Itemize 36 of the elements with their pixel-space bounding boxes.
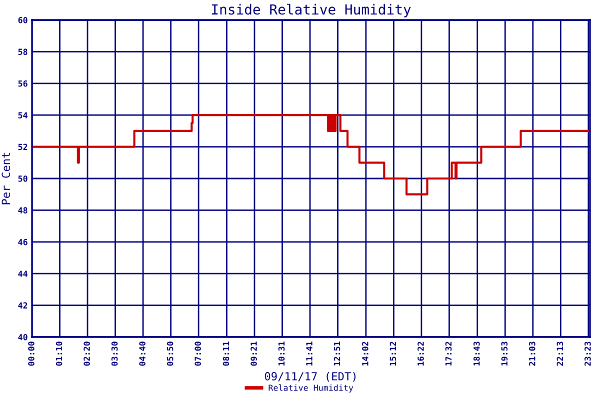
- y-tick-label: 60: [18, 16, 28, 24]
- y-tick-label: 58: [18, 48, 28, 55]
- x-tick-label: 08:11: [222, 342, 230, 366]
- y-tick-label: 44: [18, 270, 28, 277]
- y-tick-label: 50: [18, 175, 28, 182]
- x-tick-label: 05:50: [166, 342, 174, 366]
- x-tick-label: 22:13: [556, 342, 564, 366]
- legend-label: Relative Humidity: [268, 384, 354, 392]
- y-tick-label: 52: [18, 144, 28, 150]
- x-tick-label: 15:12: [390, 342, 396, 366]
- chart-title: Inside Relative Humidity: [212, 4, 411, 18]
- x-tick-label: 19:53: [501, 342, 508, 366]
- x-tick-label: 12:51: [334, 342, 340, 366]
- x-tick-label: 07:00: [194, 342, 201, 366]
- x-tick-label: 21:03: [529, 342, 536, 366]
- y-tick-label: 42: [18, 302, 28, 308]
- x-tick-label: 14:02: [362, 342, 368, 366]
- x-axis-title: 09/11/17 (EDT): [264, 372, 356, 382]
- x-tick-label: 18:43: [473, 342, 480, 366]
- y-tick-label: 46: [18, 238, 28, 246]
- y-tick-label: 56: [18, 80, 28, 87]
- x-tick-label: 04:40: [139, 342, 146, 366]
- x-tick-label: 17:32: [445, 342, 452, 366]
- y-axis-title: Per Cent: [2, 152, 10, 204]
- y-tick-label: 48: [18, 207, 28, 214]
- x-tick-label: 09:21: [250, 342, 257, 366]
- x-tick-label: 01:10: [56, 342, 62, 366]
- x-tick-label: 10:31: [278, 342, 285, 366]
- y-tick-label: 54: [18, 112, 28, 118]
- x-tick-label: 16:22: [418, 342, 424, 366]
- x-tick-label: 03:30: [111, 342, 118, 366]
- x-tick-label: 11:41: [306, 342, 312, 366]
- x-tick-label: 00:00: [28, 342, 34, 366]
- x-tick-label: 23:23: [584, 342, 591, 366]
- x-tick-label: 02:20: [84, 342, 90, 366]
- y-tick-label: 40: [18, 334, 28, 340]
